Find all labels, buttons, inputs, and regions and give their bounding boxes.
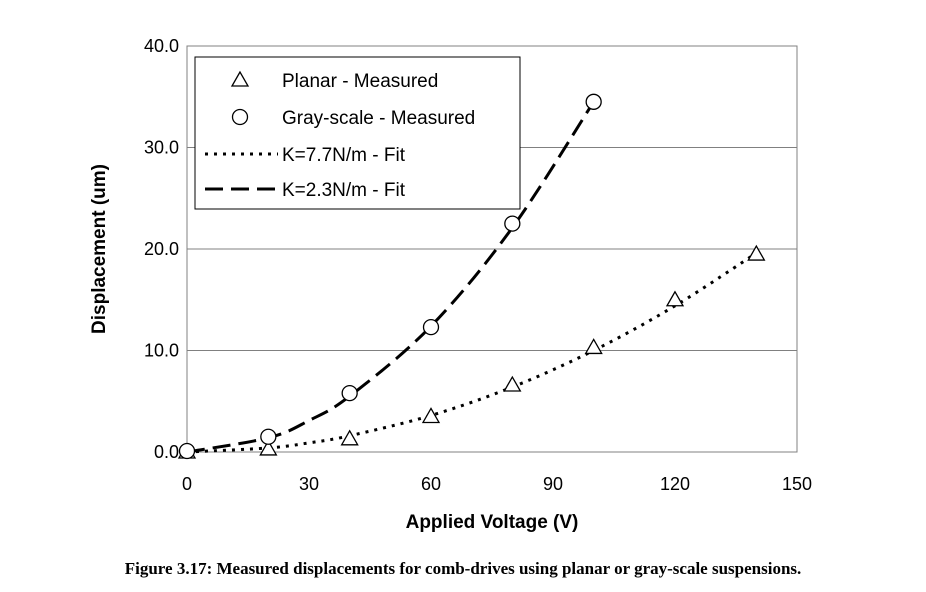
triangle-point-1: [259, 439, 278, 456]
figure-caption: Figure 3.17: Measured displacements for …: [124, 559, 802, 578]
y-tick-label-2: 20.0: [144, 239, 179, 259]
y-tick-label-0: 0.0: [154, 442, 179, 462]
legend-circle-symbol: [231, 108, 249, 126]
legend-box: [194, 56, 521, 210]
series-layer: [177, 93, 766, 460]
legend-label-1: Gray-scale - Measured: [282, 108, 475, 129]
x-tick-label-1: 30: [299, 474, 319, 494]
y-tick-labels: 0.0 10.0 20.0 30.0 40.0: [144, 36, 179, 462]
x-tick-label-3: 90: [543, 474, 563, 494]
series-fit-0: [186, 251, 758, 454]
triangle-point-4: [503, 375, 522, 392]
circle-point-3: [422, 319, 440, 336]
legend-label-0: Planar - Measured: [282, 71, 438, 92]
fit-line-0: [186, 251, 758, 454]
triangle-point-6: [665, 290, 685, 307]
series-measured-0: [177, 244, 766, 459]
series-measured-1: [178, 93, 602, 460]
legend: Planar - Measured Gray-scale - Measured K=…: [194, 56, 521, 210]
plot-area-frame: [186, 45, 798, 453]
legend-label-3: K=2.3N/m - Fit: [282, 180, 406, 201]
triangle-point-2: [340, 429, 359, 446]
circle-point-4: [504, 215, 521, 232]
legend-label-2: K=7.7N/m - Fit: [282, 145, 406, 166]
y-tick-label-1: 10.0: [144, 341, 179, 361]
x-tick-label-2: 60: [421, 474, 441, 494]
y-tick-label-3: 30.0: [144, 138, 179, 158]
triangle-point-7: [747, 244, 766, 261]
y-tick-label-4: 40.0: [144, 36, 179, 56]
legend-triangle-symbol: [230, 70, 250, 87]
y-axis-title: Displacement (um): [89, 164, 110, 334]
circle-point-5: [585, 93, 602, 110]
x-tick-labels: 0 30 60 90 120 150: [182, 474, 812, 494]
x-tick-label-5: 150: [782, 474, 812, 494]
circle-point-1: [260, 428, 277, 445]
x-axis-title: Applied Voltage (V): [406, 512, 579, 533]
x-tick-label-0: 0: [182, 474, 192, 494]
chart: 0.0 10.0 20.0 30.0 40.0 0 30 60 90 120 150 Applie…: [89, 36, 812, 533]
circle-point-0: [178, 442, 196, 460]
circle-point-2: [341, 384, 358, 402]
triangle-point-3: [421, 407, 441, 424]
x-tick-label-4: 120: [660, 474, 690, 494]
triangle-point-5: [584, 338, 603, 355]
